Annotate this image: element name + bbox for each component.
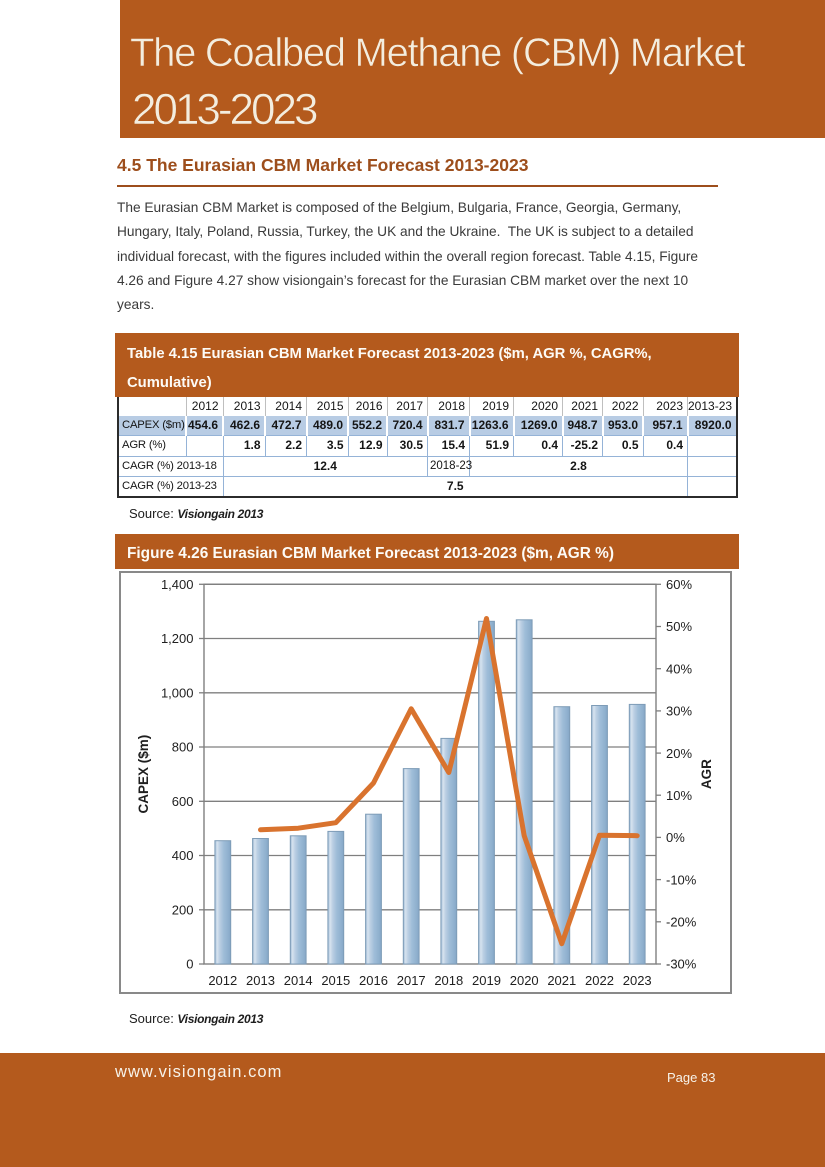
svg-text:2021: 2021 (547, 973, 576, 988)
svg-text:60%: 60% (666, 577, 692, 592)
svg-text:200: 200 (172, 903, 194, 918)
svg-text:CAPEX ($m): CAPEX ($m) (136, 735, 151, 814)
svg-text:2017: 2017 (397, 973, 426, 988)
svg-text:2016: 2016 (359, 973, 388, 988)
svg-text:1,000: 1,000 (161, 686, 194, 701)
svg-text:2023: 2023 (623, 973, 652, 988)
svg-text:2014: 2014 (284, 973, 313, 988)
svg-text:400: 400 (172, 848, 194, 863)
svg-text:600: 600 (172, 794, 194, 809)
svg-text:2020: 2020 (510, 973, 539, 988)
svg-text:40%: 40% (666, 661, 692, 676)
svg-text:10%: 10% (666, 788, 692, 803)
svg-text:1,400: 1,400 (161, 577, 194, 592)
svg-text:AGR: AGR (699, 759, 714, 789)
svg-text:50%: 50% (666, 619, 692, 634)
svg-text:30%: 30% (666, 704, 692, 719)
svg-text:2015: 2015 (321, 973, 350, 988)
svg-text:1,200: 1,200 (161, 631, 194, 646)
svg-text:2018: 2018 (434, 973, 463, 988)
svg-text:-30%: -30% (666, 957, 697, 972)
svg-text:-20%: -20% (666, 915, 697, 930)
svg-text:2019: 2019 (472, 973, 501, 988)
svg-text:800: 800 (172, 740, 194, 755)
svg-text:0%: 0% (666, 830, 685, 845)
svg-text:2022: 2022 (585, 973, 614, 988)
svg-text:2012: 2012 (208, 973, 237, 988)
svg-text:2013: 2013 (246, 973, 275, 988)
svg-text:0: 0 (186, 957, 193, 972)
svg-text:20%: 20% (666, 746, 692, 761)
svg-text:-10%: -10% (666, 872, 697, 887)
